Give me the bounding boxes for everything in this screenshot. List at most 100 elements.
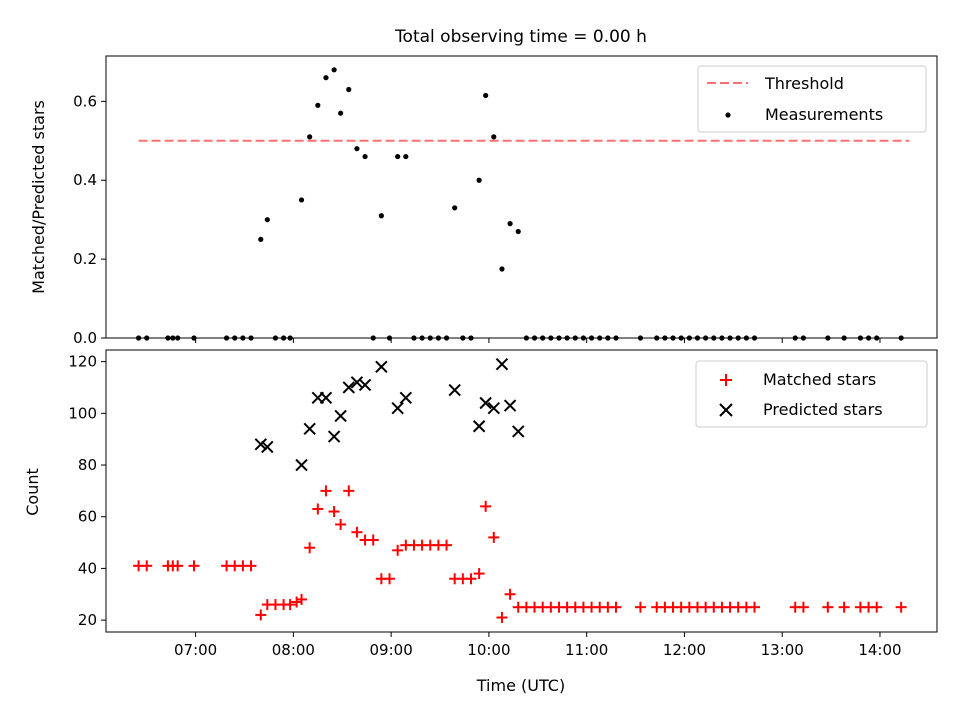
measurement-point xyxy=(191,335,197,341)
measurement-point xyxy=(792,335,798,341)
count-y-tick-label: 60 xyxy=(78,508,97,526)
measurements-legend-swatch xyxy=(725,112,731,118)
measurement-point xyxy=(588,335,595,341)
matched-star-marker xyxy=(328,506,340,518)
measurement-points xyxy=(135,67,904,341)
measurement-point xyxy=(556,335,562,341)
ratio-y-tick-label: 0.2 xyxy=(73,250,97,268)
measurement-point xyxy=(232,335,238,341)
predicted-star-marker xyxy=(512,425,525,438)
measurements-legend-label: Measurements xyxy=(765,105,883,124)
predicted-star-marker xyxy=(254,438,268,451)
ratio-y-tick-label: 0.6 xyxy=(73,92,97,110)
measurement-point xyxy=(395,153,401,160)
measurement-point xyxy=(499,266,505,272)
measurement-point xyxy=(605,335,611,341)
x-axis-label: Time (UTC) xyxy=(476,676,565,695)
measurement-point xyxy=(346,86,352,93)
measurement-point xyxy=(857,335,864,341)
count-y-tick-label: 20 xyxy=(78,611,97,629)
x-tick-label: 14:00 xyxy=(858,641,901,659)
count-panel: 20 40 60 80 100 120 07:00 08:00 09:00 10:00 11:00… xyxy=(23,349,938,695)
matched-star-marker xyxy=(320,485,332,497)
measurement-point xyxy=(272,335,279,341)
matched-star-marker xyxy=(465,573,477,585)
predicted-star-marker xyxy=(358,378,372,392)
predicted-star-marker xyxy=(375,360,388,374)
matched-star-marker xyxy=(335,518,347,530)
measurement-point xyxy=(719,335,725,341)
predicted-star-marker xyxy=(350,376,364,389)
count-y-tick-label: 120 xyxy=(68,353,97,371)
measurement-point xyxy=(548,335,554,341)
predicted-legend-label: Predicted stars xyxy=(763,400,883,419)
measurement-point xyxy=(287,335,293,341)
measurement-point xyxy=(637,335,644,341)
count-y-tick-label: 80 xyxy=(78,456,97,474)
measurement-point xyxy=(323,75,329,81)
measurement-point xyxy=(170,335,176,341)
predicted-star-marker xyxy=(261,440,274,454)
measurement-point xyxy=(476,177,482,183)
predicted-legend-swatch xyxy=(719,403,733,417)
measurement-point xyxy=(443,335,450,341)
count-y-tick-label: 40 xyxy=(78,559,97,577)
measurement-point xyxy=(298,197,305,203)
x-tick-label: 09:00 xyxy=(370,641,413,659)
ratio-x-ticks xyxy=(195,338,881,343)
measurement-point xyxy=(491,134,497,140)
measurement-point xyxy=(678,335,684,341)
count-y-axis-label: Count xyxy=(23,468,42,516)
matched-star-marker xyxy=(172,560,184,572)
matched-star-markers xyxy=(133,485,907,624)
chart-title: Total observing time = 0.00 h xyxy=(394,27,647,47)
measurement-point xyxy=(825,335,831,341)
count-x-ticks: 07:00 08:00 09:00 10:00 11:00 12:00 13:00 14:00 xyxy=(174,632,902,659)
matched-star-marker xyxy=(473,568,485,580)
measurement-point xyxy=(531,335,538,341)
matched-star-marker xyxy=(255,609,267,621)
matched-star-marker xyxy=(871,601,883,613)
ratio-y-tick-label: 0.0 xyxy=(73,329,97,347)
matched-star-marker xyxy=(392,544,404,556)
ratio-y-axis-label: Matched/Predicted stars xyxy=(29,100,48,294)
measurement-point xyxy=(452,205,458,211)
measurement-point xyxy=(515,228,521,235)
measurement-point xyxy=(354,146,360,152)
measurement-point xyxy=(362,153,368,160)
measurement-point xyxy=(281,335,287,341)
x-tick-label: 08:00 xyxy=(272,641,315,659)
x-tick-label: 07:00 xyxy=(174,641,217,659)
measurement-point xyxy=(865,335,872,341)
measurement-point xyxy=(435,335,441,341)
matched-legend-label: Matched stars xyxy=(763,370,876,389)
measurement-point xyxy=(403,153,409,160)
measurement-point xyxy=(483,92,489,99)
measurement-point xyxy=(662,335,668,341)
measurement-point xyxy=(264,217,270,223)
predicted-star-marker xyxy=(448,383,461,397)
ratio-legend: Threshold Measurements xyxy=(697,65,927,133)
matched-star-marker xyxy=(441,539,453,551)
predicted-star-marker xyxy=(391,401,404,415)
measurement-point xyxy=(331,67,337,73)
measurement-point xyxy=(800,335,806,341)
measurement-point xyxy=(711,335,717,341)
predicted-star-marker xyxy=(327,430,341,443)
measurement-point xyxy=(751,335,758,341)
ratio-panel: 0.0 0.2 0.4 0.6 Matched/Predicted stars Thr… xyxy=(29,55,938,347)
x-tick-label: 11:00 xyxy=(565,641,608,659)
measurement-point xyxy=(223,335,230,341)
predicted-star-marker xyxy=(487,401,501,415)
matched-star-marker xyxy=(634,601,646,613)
measurement-point xyxy=(735,335,741,341)
matched-star-marker xyxy=(304,542,316,554)
measurement-point xyxy=(580,335,587,341)
measurement-point xyxy=(523,335,529,341)
ratio-y-tick-label: 0.4 xyxy=(73,171,97,189)
measurement-point xyxy=(564,335,570,341)
matched-star-marker xyxy=(822,601,834,613)
predicted-star-markers xyxy=(254,358,525,472)
matched-star-marker xyxy=(351,526,363,538)
